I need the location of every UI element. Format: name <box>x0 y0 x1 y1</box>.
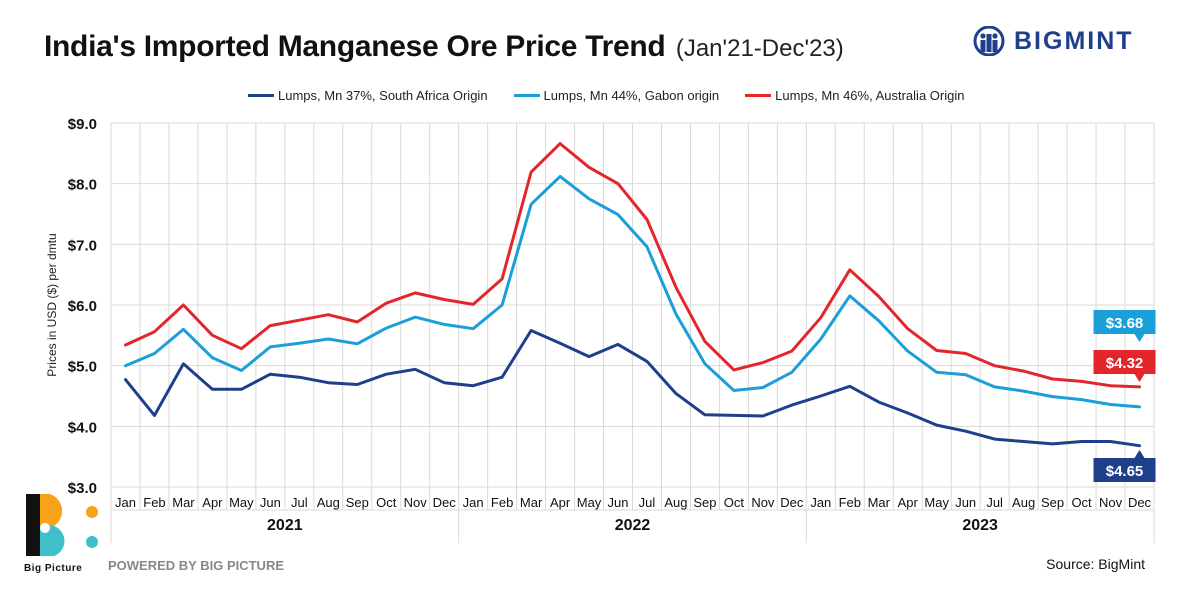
end-label-south-africa-text: $4.65 <box>1106 463 1144 480</box>
y-tick-label: $6.0 <box>68 298 97 315</box>
year-label: 2023 <box>962 517 998 534</box>
x-tick-label: Oct <box>1071 495 1092 510</box>
x-tick-label: Nov <box>1099 495 1123 510</box>
end-label-gabon: $3.68 <box>1093 310 1156 342</box>
x-tick-label: Feb <box>491 495 513 510</box>
brand-name: BIGMINT <box>1014 26 1134 55</box>
y-axis-label: Prices in USD ($) per dmtu <box>45 233 59 376</box>
x-tick-label: Sep <box>346 495 369 510</box>
x-tick-label: Aug <box>664 495 687 510</box>
bigmint-emblem-icon <box>973 26 1005 56</box>
x-tick-label: Apr <box>550 495 571 510</box>
x-tick-label: Mar <box>868 495 891 510</box>
x-tick-label: Sep <box>1041 495 1064 510</box>
chart-title: India's Imported Manganese Ore Price Tre… <box>44 30 844 64</box>
y-tick-label: $5.0 <box>68 359 97 376</box>
end-label-australia: $4.32 <box>1093 350 1156 382</box>
big-picture-logo-text: Big Picture <box>24 563 83 574</box>
y-tick-label: $7.0 <box>68 237 97 254</box>
x-tick-label: Nov <box>404 495 428 510</box>
page-title: India's Imported Manganese Ore Price Tre… <box>44 30 666 63</box>
end-label-south-africa: $4.65 <box>1093 450 1156 482</box>
x-tick-label: Dec <box>780 495 804 510</box>
x-tick-label: May <box>577 495 602 510</box>
legend-swatch-gabon <box>513 94 540 97</box>
big-picture-logo-icon <box>26 494 98 556</box>
legend-swatch-australia <box>745 94 772 97</box>
x-tick-label: May <box>924 495 949 510</box>
source-note: Source: BigMint <box>1046 556 1145 572</box>
x-tick-label: Oct <box>724 495 745 510</box>
x-tick-label: Jun <box>608 495 629 510</box>
x-tick-label: Jul <box>986 495 1003 510</box>
page-subtitle: (Jan'21-Dec'23) <box>675 35 844 62</box>
x-tick-label: Jun <box>260 495 281 510</box>
end-label-australia-text: $4.32 <box>1106 355 1144 372</box>
y-tick-label: $9.0 <box>68 116 97 133</box>
bigmint-logo: BIGMINT <box>972 26 1134 56</box>
x-tick-label: Jun <box>955 495 976 510</box>
x-tick-label: Oct <box>376 495 397 510</box>
legend-item-gabon: Lumps, Mn 44%, Gabon origin <box>513 88 720 103</box>
x-tick-label: May <box>229 495 254 510</box>
x-tick-label: Sep <box>693 495 716 510</box>
legend-label-australia: Lumps, Mn 46%, Australia Origin <box>775 88 965 103</box>
powered-by: POWERED BY BIG PICTURE <box>108 558 285 573</box>
end-label-south-africa-box <box>1093 450 1156 482</box>
x-tick-label: Apr <box>898 495 919 510</box>
end-label-gabon-box <box>1093 310 1156 342</box>
x-tick-label: Dec <box>433 495 457 510</box>
legend-label-south-africa: Lumps, Mn 37%, South Africa Origin <box>278 88 488 103</box>
end-label-gabon-text: $3.68 <box>1106 315 1144 332</box>
y-tick-label: $8.0 <box>68 177 97 194</box>
x-tick-label: Mar <box>172 495 195 510</box>
series-line-australia <box>124 142 1141 389</box>
x-tick-label: Jan <box>810 495 831 510</box>
chart-legend: Lumps, Mn 37%, South Africa Origin Lumps… <box>248 88 990 103</box>
legend-item-australia: Lumps, Mn 46%, Australia Origin <box>745 88 964 103</box>
year-label: 2022 <box>615 517 651 534</box>
y-tick-label: $3.0 <box>68 480 97 497</box>
x-tick-label: Mar <box>520 495 543 510</box>
legend-swatch-south-africa <box>248 94 274 97</box>
y-tick-label: $4.0 <box>68 419 97 436</box>
year-label: 2021 <box>267 517 303 534</box>
x-tick-label: Feb <box>143 495 165 510</box>
x-tick-label: Aug <box>317 495 340 510</box>
end-label-australia-box <box>1093 350 1156 382</box>
x-tick-label: Apr <box>202 495 223 510</box>
x-tick-label: Jan <box>463 495 484 510</box>
x-tick-label: Feb <box>839 495 861 510</box>
x-tick-label: Jan <box>115 495 136 510</box>
series-line-gabon <box>124 174 1141 409</box>
x-tick-label: Jul <box>291 495 308 510</box>
x-tick-label: Aug <box>1012 495 1035 510</box>
x-tick-label: Jul <box>639 495 656 510</box>
x-tick-label: Dec <box>1128 495 1152 510</box>
series-line-south-africa <box>124 329 1141 448</box>
legend-item-south-africa: Lumps, Mn 37%, South Africa Origin <box>248 88 488 103</box>
legend-label-gabon: Lumps, Mn 44%, Gabon origin <box>543 88 720 103</box>
x-tick-label: Nov <box>751 495 775 510</box>
